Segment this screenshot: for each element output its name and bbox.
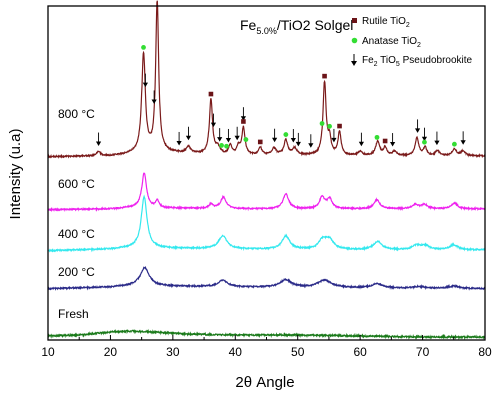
series-line-3 [47, 265, 486, 291]
series-label-800: 800 °C [58, 107, 95, 121]
anatase-marker-7 [374, 134, 380, 140]
series-label-fresh: Fresh [58, 307, 89, 321]
y-axis-label: Intensity (u.a) [7, 129, 24, 220]
chart-title-sub: 5.0% [256, 26, 277, 36]
legend-pseudobrookite-arrow [351, 54, 357, 66]
chart-title-rest: /TiO2 Solgel [277, 17, 354, 33]
pseudobrookite-arrow-9 [240, 107, 247, 121]
anatase-marker-8 [422, 139, 427, 145]
legend-anatase-label: Anatase TiO2 [362, 36, 421, 49]
pseudobrookite-arrow-3 [176, 131, 182, 146]
series-line-4 [47, 328, 486, 341]
rutile-marker-6 [382, 138, 388, 144]
anatase-marker-3 [243, 137, 249, 142]
pseudobrookite-arrow-13 [308, 134, 314, 148]
pseudobrookite-arrow-2 [151, 90, 157, 104]
x-axis-label: 2θ Angle [235, 374, 294, 391]
pseudobrookite-arrow-14 [331, 128, 337, 143]
legend-rutile-label: Rutile TiO2 [362, 16, 410, 29]
series-line-2 [47, 194, 486, 253]
series-label-600: 600 °C [58, 177, 95, 191]
pseudobrookite-arrow-12 [295, 132, 301, 147]
legend-pseudobrookite-label: Fe2 TiO5 Pseudobrookite [362, 55, 473, 68]
x-axis-ticks: 10 20 30 40 50 60 70 80 [41, 335, 492, 359]
pseudobrookite-arrow-7 [225, 128, 232, 143]
x-tick-label-50: 50 [291, 345, 305, 359]
x-tick-label-40: 40 [229, 345, 243, 359]
x-tick-label-20: 20 [104, 345, 118, 359]
pseudobrookite-arrow-0 [95, 132, 102, 147]
pseudobrookite-arrow-4 [185, 126, 192, 141]
x-tick-label-70: 70 [416, 345, 430, 359]
rutile-marker-1 [208, 91, 214, 97]
chart-title-main: Fe [240, 17, 257, 33]
pseudobrookite-arrow-15 [358, 132, 364, 147]
marker-layer [95, 44, 466, 149]
pseudobrookite-arrow-10 [272, 128, 278, 143]
anatase-marker-6 [327, 123, 332, 129]
pseudobrookite-arrow-16 [390, 133, 396, 147]
pseudobrookite-arrow-8 [234, 126, 240, 141]
anatase-marker-5 [319, 121, 325, 126]
legend-anatase-circle [351, 37, 358, 44]
rutile-marker-5 [337, 123, 342, 129]
series-label-200: 200 °C [58, 265, 95, 279]
rutile-marker-4 [322, 73, 327, 79]
pseudobrookite-arrow-11 [290, 129, 296, 143]
pseudobrookite-arrow-1 [142, 73, 148, 88]
pseudobrookite-arrow-18 [421, 127, 428, 142]
x-tick-label-30: 30 [166, 345, 180, 359]
pseudobrookite-arrow-5 [210, 113, 217, 128]
rutile-marker-3 [257, 139, 263, 145]
series-line-0 [47, 0, 486, 159]
series-line-1 [47, 172, 486, 213]
x-tick-label-80: 80 [478, 345, 492, 359]
anatase-marker-2 [224, 143, 229, 149]
x-tick-label-10: 10 [41, 345, 55, 359]
pseudobrookite-arrow-6 [217, 128, 223, 142]
anatase-marker-0 [141, 44, 146, 50]
series-layer [47, 0, 486, 341]
anatase-marker-9 [452, 141, 457, 147]
legend-rutile-square [352, 18, 357, 23]
x-tick-label-60: 60 [353, 345, 367, 359]
rutile-marker-2 [241, 119, 246, 124]
pseudobrookite-arrow-20 [460, 131, 466, 145]
chart-legend: Rutile TiO2 Anatase TiO2 Fe2 TiO5 Pseudo… [351, 16, 473, 68]
pseudobrookite-arrow-17 [414, 119, 421, 133]
anatase-marker-4 [283, 132, 289, 137]
chart-title: Fe5.0%/TiO2 Solgel [240, 17, 353, 36]
anatase-marker-1 [219, 143, 224, 148]
series-label-400: 400 °C [58, 227, 95, 241]
pseudobrookite-arrow-19 [434, 131, 440, 146]
